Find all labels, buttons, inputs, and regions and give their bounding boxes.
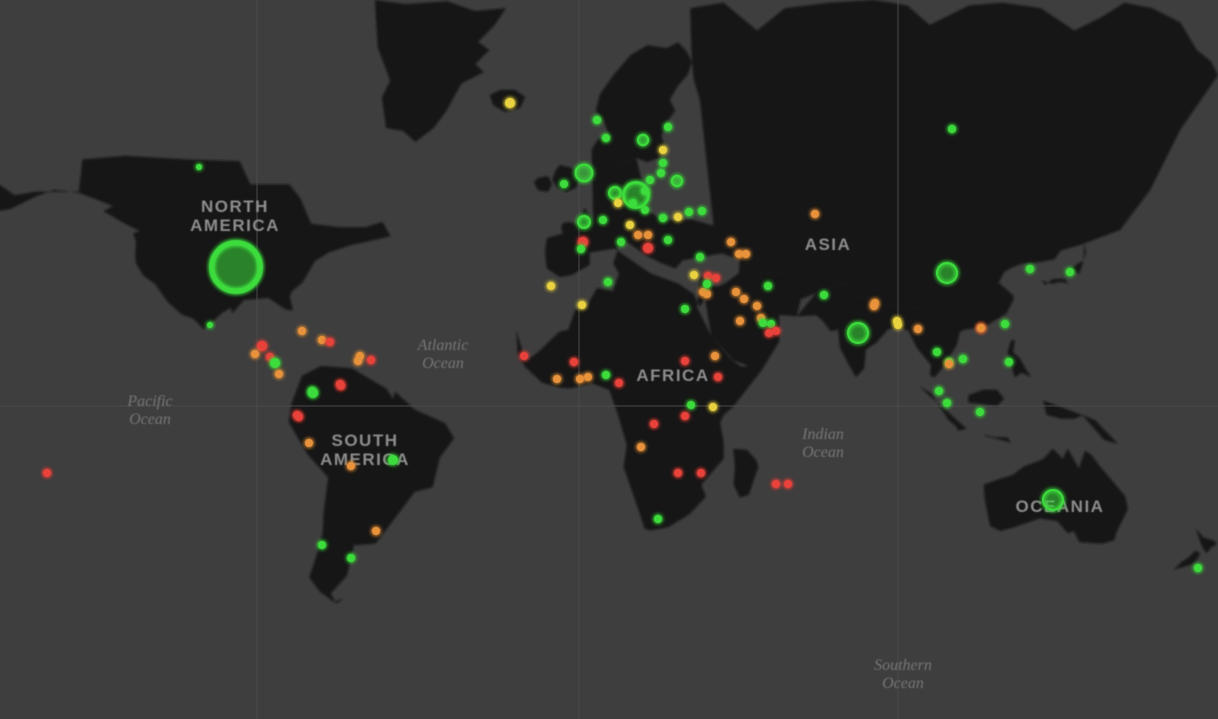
svg-text:Ocean: Ocean bbox=[882, 675, 924, 692]
svg-text:Ocean: Ocean bbox=[129, 411, 171, 428]
svg-text:AMERICA: AMERICA bbox=[190, 216, 280, 235]
svg-text:SOUTH: SOUTH bbox=[332, 431, 399, 450]
svg-text:Ocean: Ocean bbox=[422, 355, 464, 372]
svg-text:ASIA: ASIA bbox=[805, 235, 852, 254]
svg-text:Pacific: Pacific bbox=[126, 393, 172, 410]
svg-text:Atlantic: Atlantic bbox=[417, 337, 469, 354]
svg-text:Southern: Southern bbox=[874, 657, 932, 674]
svg-text:Ocean: Ocean bbox=[802, 444, 844, 461]
svg-text:Indian: Indian bbox=[801, 426, 844, 443]
svg-text:NORTH: NORTH bbox=[201, 197, 269, 216]
svg-text:AFRICA: AFRICA bbox=[636, 366, 709, 385]
